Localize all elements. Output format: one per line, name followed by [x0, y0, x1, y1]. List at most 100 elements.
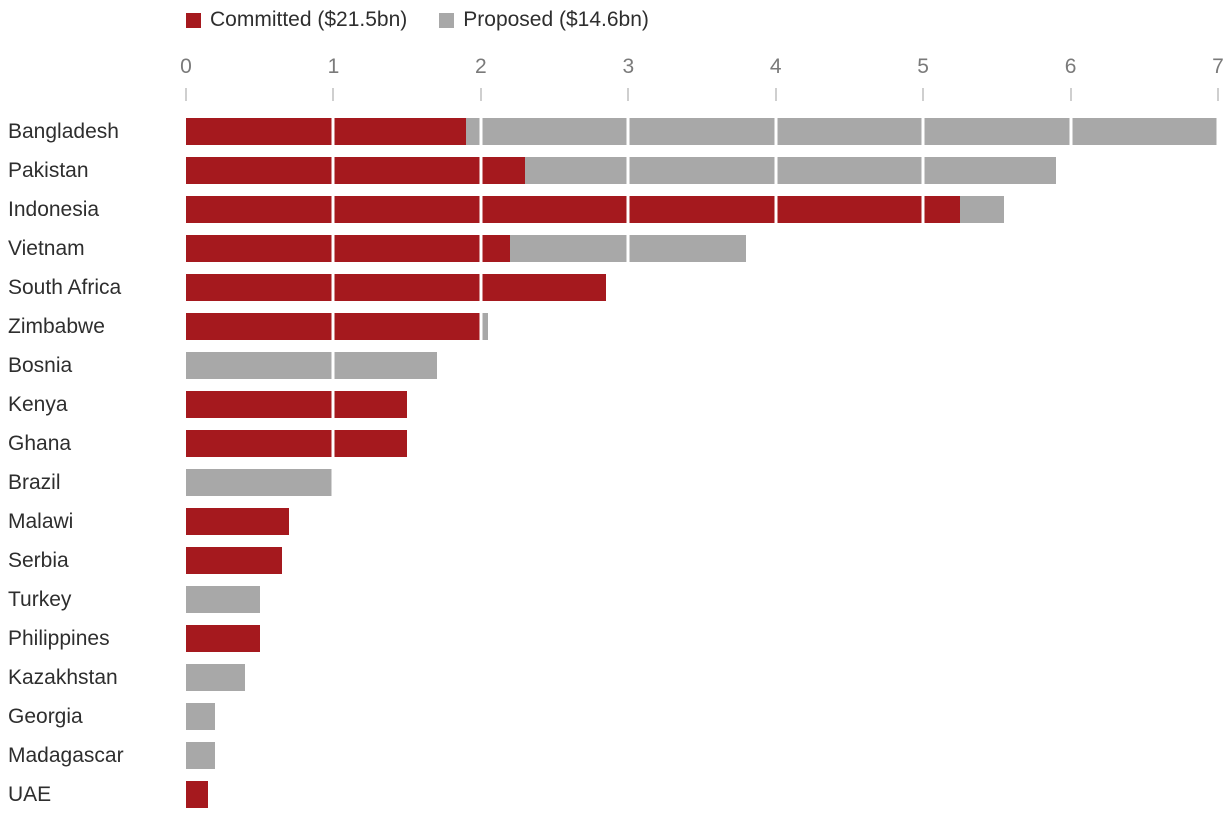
bar-segment-proposed: [186, 586, 260, 613]
row-label: Vietnam: [8, 236, 85, 260]
bar-track: [186, 547, 1218, 574]
bar-segment-committed: [186, 547, 282, 574]
bar-segment-committed: [186, 508, 290, 535]
legend-item-committed: Committed ($21.5bn): [186, 8, 407, 32]
row-label: South Africa: [8, 275, 122, 299]
bar-segment-committed: [186, 391, 408, 418]
bar-track: [186, 586, 1218, 613]
bar-segment-committed: [186, 274, 607, 301]
row-label: Georgia: [8, 704, 83, 728]
chart-row: Brazil: [0, 463, 1229, 502]
x-axis-tick: [332, 88, 335, 101]
chart-row: Serbia: [0, 541, 1229, 580]
row-label: Kazakhstan: [8, 665, 118, 689]
bar-segment-proposed: [525, 157, 1056, 184]
legend-swatch-committed-icon: [186, 12, 201, 28]
legend-swatch-proposed-icon: [439, 12, 455, 28]
chart-rows: Bangladesh Pakistan Indonesia Vietnam South …: [0, 112, 1229, 814]
row-label: Madagascar: [8, 743, 124, 767]
bar-segment-proposed: [510, 235, 747, 262]
bar-track: [186, 469, 1218, 496]
bar-segment-committed: [186, 781, 209, 808]
chart-row: Zimbabwe: [0, 307, 1229, 346]
bar-segment-committed: [186, 157, 526, 184]
legend-label-proposed: Proposed ($14.6bn): [463, 8, 649, 31]
row-label: UAE: [8, 782, 52, 806]
bar-track: [186, 196, 1218, 223]
row-label: Bosnia: [8, 353, 73, 377]
bar-track: [186, 703, 1218, 730]
bar-track: [186, 625, 1218, 652]
row-label: Turkey: [8, 587, 72, 611]
x-axis-label: 7: [1212, 55, 1224, 78]
x-axis-label: 5: [917, 55, 929, 78]
x-axis-label: 2: [475, 55, 487, 78]
legend-label-committed: Committed ($21.5bn): [210, 8, 408, 31]
chart-row: Madagascar: [0, 736, 1229, 775]
x-axis-label: 4: [769, 55, 782, 78]
bar-segment-proposed: [186, 703, 216, 730]
bar-track: [186, 313, 1218, 340]
chart-row: Kazakhstan: [0, 658, 1229, 697]
x-axis-label: 3: [622, 55, 635, 78]
x-axis-tick: [1217, 88, 1219, 101]
row-label: Philippines: [8, 626, 110, 650]
chart-row: Kenya: [0, 385, 1229, 424]
chart-row: Pakistan: [0, 151, 1229, 190]
bar-track: [186, 430, 1218, 457]
bar-segment-proposed: [186, 352, 437, 379]
row-label: Ghana: [8, 431, 72, 455]
chart-row: Philippines: [0, 619, 1229, 658]
bar-track: [186, 118, 1218, 145]
chart-row: UAE: [0, 775, 1229, 814]
bar-track: [186, 157, 1218, 184]
bar-track: [186, 274, 1218, 301]
chart-row: Turkey: [0, 580, 1229, 619]
bar-segment-committed: [186, 196, 960, 223]
bar-segment-committed: [186, 430, 408, 457]
x-axis-tick: [479, 88, 482, 101]
bar-segment-proposed: [466, 118, 1218, 145]
row-label: Bangladesh: [8, 119, 119, 143]
bar-track: [186, 352, 1218, 379]
chart-row: Indonesia: [0, 190, 1229, 229]
x-axis-label: 0: [180, 55, 192, 78]
chart-row: Ghana: [0, 424, 1229, 463]
row-label: Indonesia: [8, 197, 100, 221]
bar-segment-proposed: [480, 313, 489, 340]
row-label: Brazil: [8, 470, 61, 494]
bar-segment-proposed: [186, 742, 216, 769]
x-axis-tick: [185, 88, 187, 101]
row-label: Zimbabwe: [8, 314, 105, 338]
x-axis-tick: [922, 88, 925, 101]
bar-track: [186, 742, 1218, 769]
x-axis-tick: [627, 88, 630, 101]
bar-track: [186, 781, 1218, 808]
bar-track: [186, 664, 1218, 691]
x-axis-label: 6: [1064, 55, 1077, 78]
row-label: Pakistan: [8, 158, 89, 182]
chart-row: Bosnia: [0, 346, 1229, 385]
bar-track: [186, 508, 1218, 535]
row-label: Serbia: [8, 548, 69, 572]
row-label: Malawi: [8, 509, 74, 533]
chart-row: Georgia: [0, 697, 1229, 736]
x-axis-label: 1: [327, 55, 340, 78]
chart-row: Malawi: [0, 502, 1229, 541]
bar-segment-committed: [186, 235, 511, 262]
chart-row: South Africa: [0, 268, 1229, 307]
bar-segment-proposed: [186, 664, 245, 691]
x-axis-tick: [1069, 88, 1072, 101]
chart-row: Vietnam: [0, 229, 1229, 268]
legend-item-proposed: Proposed ($14.6bn): [439, 8, 649, 32]
x-axis: 0 1 2 3 4 5 6 7: [180, 55, 1224, 105]
chart-legend: Committed ($21.5bn) Proposed ($14.6bn): [186, 8, 649, 32]
bar-track: [186, 391, 1218, 418]
bar-segment-committed: [186, 118, 467, 145]
bar-track: [186, 235, 1218, 262]
x-axis-tick: [774, 88, 777, 101]
bar-segment-committed: [186, 625, 260, 652]
row-label: Kenya: [8, 392, 68, 416]
bar-segment-committed: [186, 313, 481, 340]
